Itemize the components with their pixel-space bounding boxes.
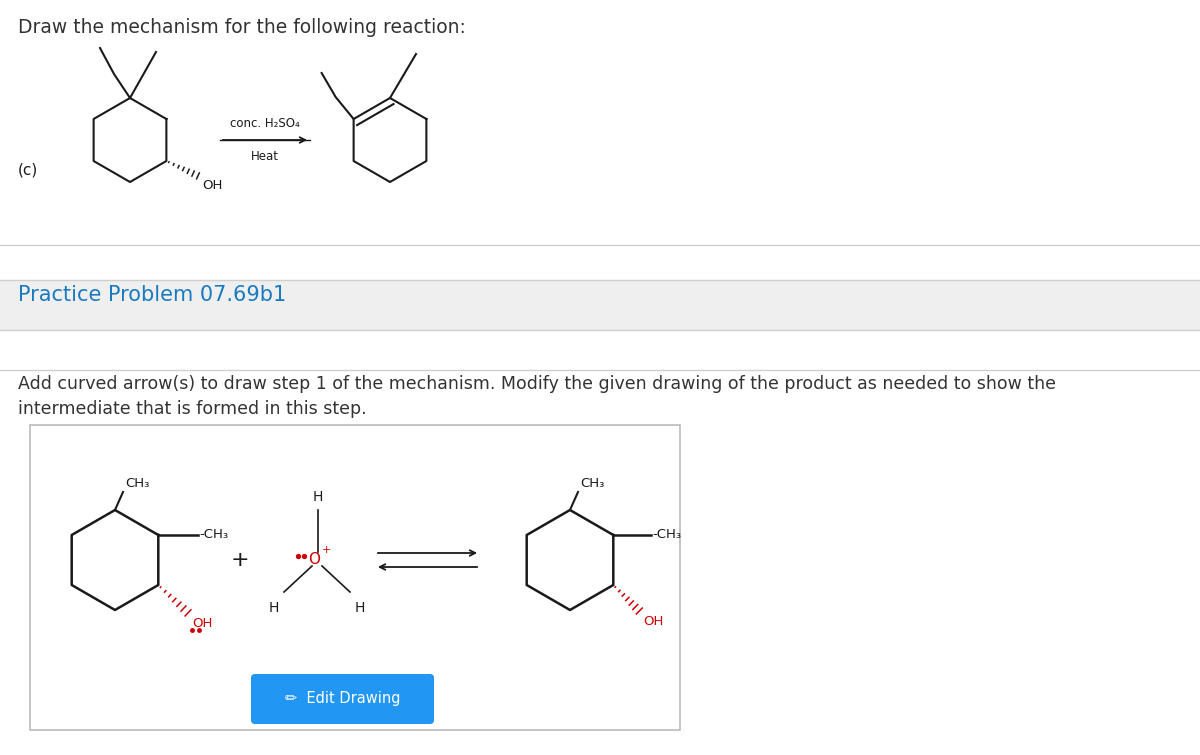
Text: OH: OH bbox=[203, 179, 223, 192]
Text: Practice Problem 07.69b1: Practice Problem 07.69b1 bbox=[18, 285, 287, 305]
Text: H: H bbox=[269, 601, 280, 615]
Text: intermediate that is formed in this step.: intermediate that is formed in this step… bbox=[18, 400, 367, 418]
Bar bbox=[30, 425, 680, 730]
Text: ✏  Edit Drawing: ✏ Edit Drawing bbox=[284, 692, 401, 707]
Text: CH₃: CH₃ bbox=[125, 477, 149, 490]
Text: O: O bbox=[308, 553, 320, 568]
Text: H: H bbox=[355, 601, 365, 615]
Text: -CH₃: -CH₃ bbox=[653, 528, 682, 541]
Bar bbox=[0, 280, 1200, 330]
Text: OH: OH bbox=[643, 615, 664, 628]
Text: +: + bbox=[322, 545, 331, 555]
Text: -CH₃: -CH₃ bbox=[199, 528, 228, 541]
Text: Add curved arrow(s) to draw step 1 of the mechanism. Modify the given drawing of: Add curved arrow(s) to draw step 1 of th… bbox=[18, 375, 1056, 393]
FancyBboxPatch shape bbox=[251, 674, 434, 724]
Text: OH: OH bbox=[192, 617, 212, 630]
Text: Heat: Heat bbox=[251, 150, 278, 163]
Text: +: + bbox=[230, 550, 250, 570]
Text: Draw the mechanism for the following reaction:: Draw the mechanism for the following rea… bbox=[18, 18, 466, 37]
Text: (c): (c) bbox=[18, 162, 38, 177]
Text: conc. H₂SO₄: conc. H₂SO₄ bbox=[230, 117, 300, 130]
Text: CH₃: CH₃ bbox=[580, 477, 605, 490]
Text: H: H bbox=[313, 490, 323, 504]
